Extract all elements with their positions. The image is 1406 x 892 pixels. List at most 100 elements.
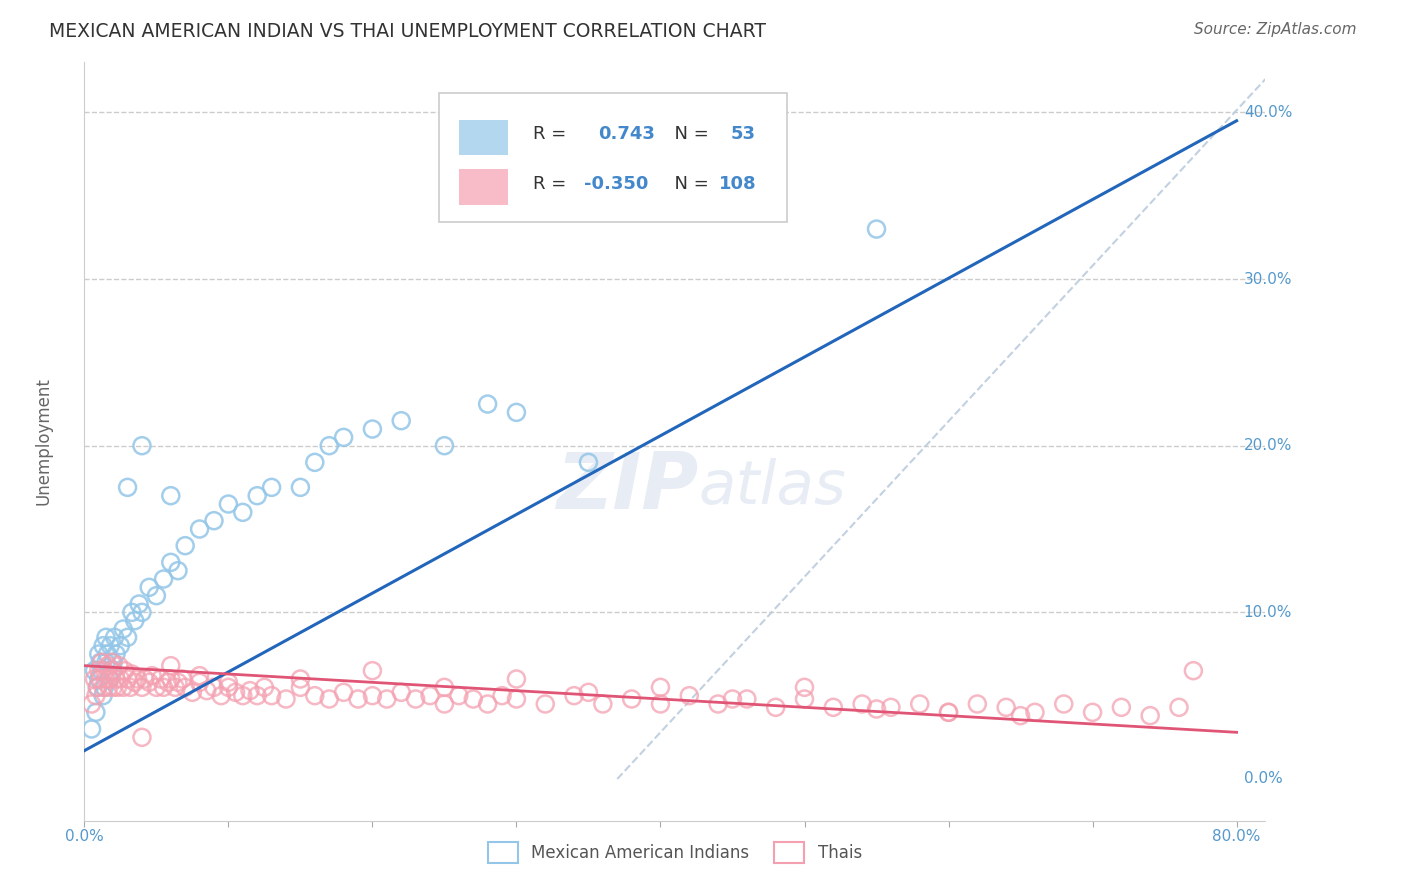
Point bbox=[304, 455, 326, 469]
Point bbox=[419, 689, 441, 703]
Point bbox=[117, 631, 139, 645]
Point bbox=[477, 697, 499, 711]
Text: 80.0%: 80.0% bbox=[1212, 829, 1261, 844]
Point bbox=[491, 689, 513, 703]
Point bbox=[735, 692, 758, 706]
Point bbox=[112, 681, 135, 695]
Text: 0.0%: 0.0% bbox=[65, 829, 104, 844]
Point bbox=[124, 614, 146, 628]
Point bbox=[620, 692, 643, 706]
Point bbox=[145, 589, 167, 603]
Text: Source: ZipAtlas.com: Source: ZipAtlas.com bbox=[1194, 22, 1357, 37]
Point bbox=[1111, 700, 1133, 714]
Point bbox=[1182, 664, 1205, 678]
Point bbox=[260, 689, 283, 703]
Point bbox=[217, 681, 239, 695]
Point bbox=[131, 605, 153, 619]
Point bbox=[202, 514, 225, 528]
Point bbox=[121, 605, 143, 619]
Point bbox=[389, 685, 412, 699]
Point bbox=[97, 681, 120, 695]
Point bbox=[318, 692, 340, 706]
Point bbox=[165, 681, 187, 695]
Point bbox=[156, 675, 179, 690]
Point bbox=[505, 405, 527, 419]
Text: 0.743: 0.743 bbox=[598, 126, 655, 144]
Point bbox=[159, 555, 181, 569]
Point bbox=[375, 692, 398, 706]
Point bbox=[172, 672, 194, 686]
Point bbox=[707, 697, 730, 711]
Point bbox=[217, 675, 239, 690]
Point bbox=[578, 455, 600, 469]
Point bbox=[793, 692, 815, 706]
Point bbox=[107, 681, 129, 695]
Point bbox=[108, 658, 131, 673]
Point bbox=[181, 685, 204, 699]
Text: -0.350: -0.350 bbox=[583, 175, 648, 193]
Point bbox=[167, 564, 190, 578]
Point bbox=[94, 631, 117, 645]
Point bbox=[865, 702, 887, 716]
Point bbox=[131, 681, 153, 695]
Point bbox=[104, 631, 127, 645]
Point bbox=[433, 439, 456, 453]
Point bbox=[149, 672, 172, 686]
Point bbox=[246, 489, 269, 503]
Point bbox=[100, 664, 122, 678]
Point bbox=[93, 681, 115, 695]
Point bbox=[101, 681, 124, 695]
Point bbox=[159, 672, 181, 686]
Text: 40.0%: 40.0% bbox=[1244, 105, 1292, 120]
Point bbox=[678, 689, 700, 703]
Point bbox=[80, 722, 103, 736]
Point bbox=[188, 675, 211, 690]
Legend: Mexican American Indians, Thais: Mexican American Indians, Thais bbox=[481, 836, 869, 869]
Point bbox=[880, 700, 903, 714]
Point bbox=[650, 697, 672, 711]
Point bbox=[361, 422, 384, 436]
Point bbox=[84, 706, 107, 720]
Bar bbox=[458, 169, 509, 204]
Point bbox=[105, 647, 128, 661]
Text: 10.0%: 10.0% bbox=[1244, 605, 1292, 620]
Point bbox=[87, 664, 110, 678]
Point bbox=[100, 656, 122, 670]
Point bbox=[131, 731, 153, 745]
Point bbox=[505, 692, 527, 706]
Point bbox=[105, 672, 128, 686]
Point bbox=[101, 664, 124, 678]
Point bbox=[128, 597, 150, 611]
Point bbox=[865, 222, 887, 236]
Point bbox=[138, 675, 160, 690]
Point bbox=[87, 672, 110, 686]
Point bbox=[117, 480, 139, 494]
Point bbox=[1024, 706, 1046, 720]
Point bbox=[447, 689, 470, 703]
Point bbox=[966, 697, 988, 711]
Point bbox=[93, 664, 115, 678]
Point bbox=[332, 430, 354, 444]
Point bbox=[995, 700, 1018, 714]
Point bbox=[174, 539, 197, 553]
Text: Unemployment: Unemployment bbox=[34, 377, 52, 506]
Point bbox=[908, 697, 931, 711]
Point bbox=[117, 672, 139, 686]
Point bbox=[1139, 708, 1161, 723]
Point bbox=[765, 700, 787, 714]
Text: 20.0%: 20.0% bbox=[1244, 438, 1292, 453]
Point bbox=[290, 681, 312, 695]
Point bbox=[91, 639, 114, 653]
Point bbox=[110, 639, 132, 653]
Point bbox=[138, 580, 160, 594]
Point bbox=[318, 439, 340, 453]
Point bbox=[361, 689, 384, 703]
Text: N =: N = bbox=[664, 175, 714, 193]
Point bbox=[91, 689, 114, 703]
Point bbox=[89, 672, 111, 686]
Point bbox=[141, 668, 163, 682]
Point bbox=[239, 683, 262, 698]
Point bbox=[152, 572, 174, 586]
Text: ZIP: ZIP bbox=[557, 449, 699, 525]
Point bbox=[86, 681, 108, 695]
